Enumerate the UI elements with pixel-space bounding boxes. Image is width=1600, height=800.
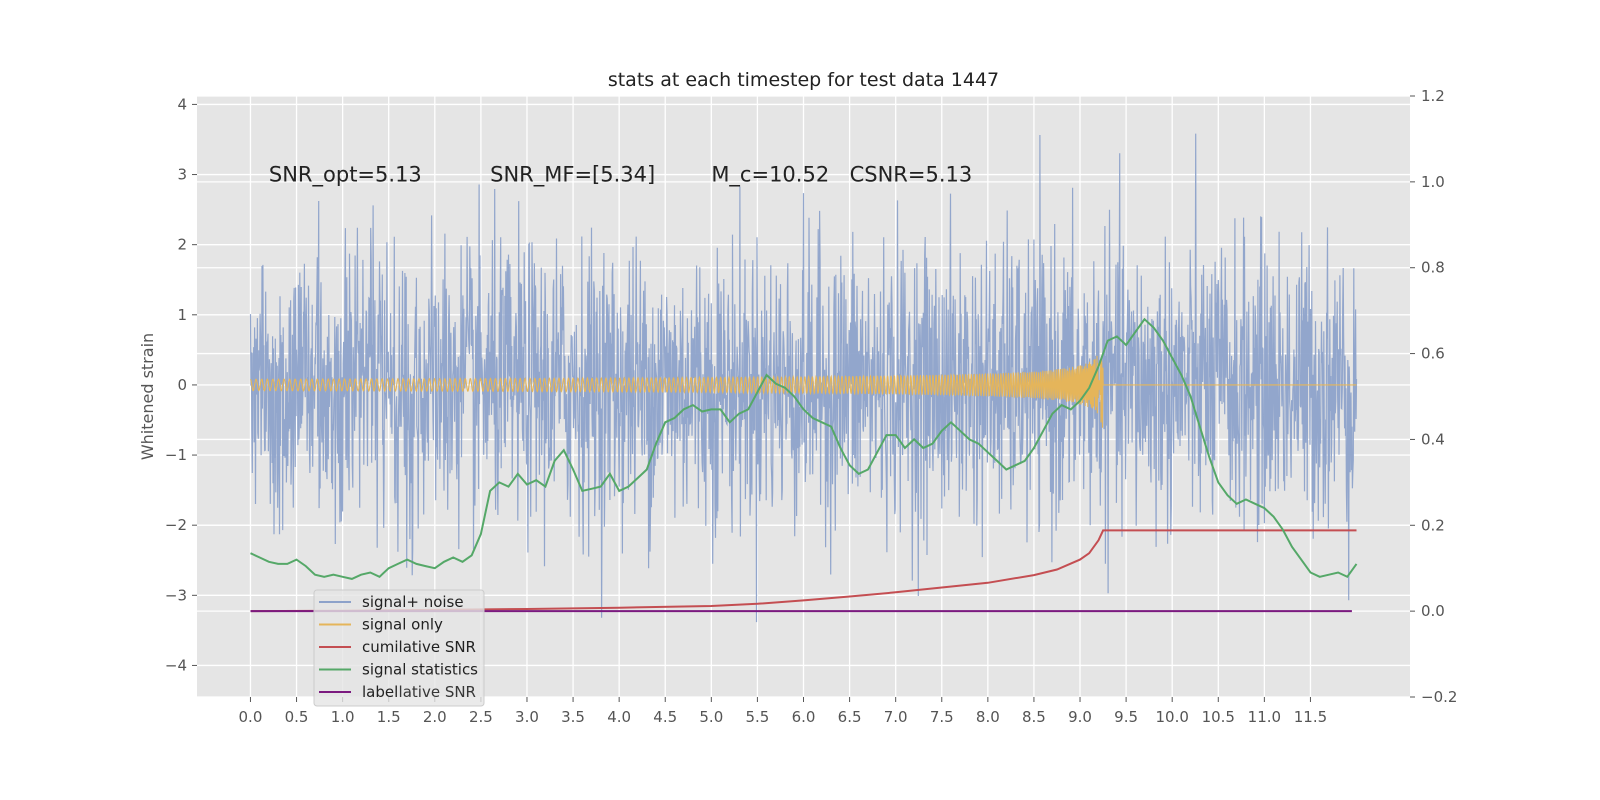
series-signal-statistics-line [250,317,1358,580]
x-tick-label: 4.0 [607,708,631,726]
y-tick-label: −1 [165,446,187,464]
x-tick-label: 5.0 [699,708,723,726]
legend-label: label [362,683,398,701]
x-tick-label: 0.5 [285,708,309,726]
y2-tick-label: 0.2 [1421,516,1445,534]
annotation-text: CSNR=5.13 [850,163,973,187]
chart-title: stats at each timestep for test data 144… [608,69,999,91]
y2-tick-label: 1.2 [1421,87,1445,105]
annotation-text: SNR_MF=[5.34] [490,163,655,188]
legend-label: signal+ noise [362,593,464,611]
series-signal-only-line [249,355,1357,428]
y-tick-label: −2 [165,516,187,534]
legend-label: signal statistics [362,661,478,679]
y2-tick-label: 0.8 [1421,259,1445,277]
legend-label: cumilative SNR [362,638,476,656]
annotation-layer: SNR_opt=5.13 SNR_MF=[5.34] M_c=10.52 CSNR=5… [269,163,972,188]
x-tick-label: 6.5 [838,708,862,726]
x-tick-label: 5.5 [745,708,769,726]
axis-layer: 0.0 0.5 1.0 1.5 2.0 2.5 3.0 3.5 4.0 4.5 5.0 5.5 6.0 6… [165,87,1458,726]
x-tick-label: 10.5 [1202,708,1235,726]
x-tick-label: 1.0 [331,708,355,726]
x-tick-label: 2.5 [469,708,493,726]
y2-tick-label: −0.2 [1421,688,1457,706]
x-tick-label: 9.5 [1114,708,1138,726]
annotation-text: SNR_opt=5.13 [269,163,422,188]
series-cumilative-snr-line [250,529,1357,613]
y-tick-label: −4 [165,656,187,674]
x-tick-label: 2.0 [423,708,447,726]
x-tick-label: 9.0 [1068,708,1092,726]
x-tick-label: 7.0 [884,708,908,726]
legend-overlapped-text: cumilative SNR [362,683,476,701]
x-tick-label: 3.5 [561,708,585,726]
y2-tick-label: 0.6 [1421,345,1445,363]
y2-tick-label: 0.0 [1421,602,1445,620]
legend: signal+ noise signal only cumilative SNR si… [313,589,485,707]
y2-tick-label: 1.0 [1421,173,1445,191]
x-tick-label: 7.5 [930,708,954,726]
x-tick-label: 11.5 [1294,708,1327,726]
y-tick-label: 2 [177,236,187,254]
y-tick-label: −3 [165,586,187,604]
annotation-text: M_c=10.52 [711,163,829,188]
x-tick-label: 8.0 [976,708,1000,726]
x-tick-label: 8.5 [1022,708,1046,726]
y-tick-label: 0 [177,376,187,394]
y-axis-label: Whitened strain [138,333,157,460]
x-tick-label: 11.0 [1248,708,1281,726]
x-tick-label: 4.5 [653,708,677,726]
x-tick-label: 3.0 [515,708,539,726]
series-signal-noise-line [249,133,1358,623]
x-tick-label: 10.0 [1155,708,1188,726]
y-tick-label: 4 [177,95,187,113]
x-tick-label: 0.0 [239,708,263,726]
x-tick-label: 6.0 [792,708,816,726]
legend-box [313,589,485,707]
y2-tick-label: 0.4 [1421,430,1445,448]
x-tick-label: 1.5 [377,708,401,726]
y-tick-label: 1 [177,306,187,324]
legend-label: signal only [362,616,443,634]
y-tick-label: 3 [177,166,187,184]
